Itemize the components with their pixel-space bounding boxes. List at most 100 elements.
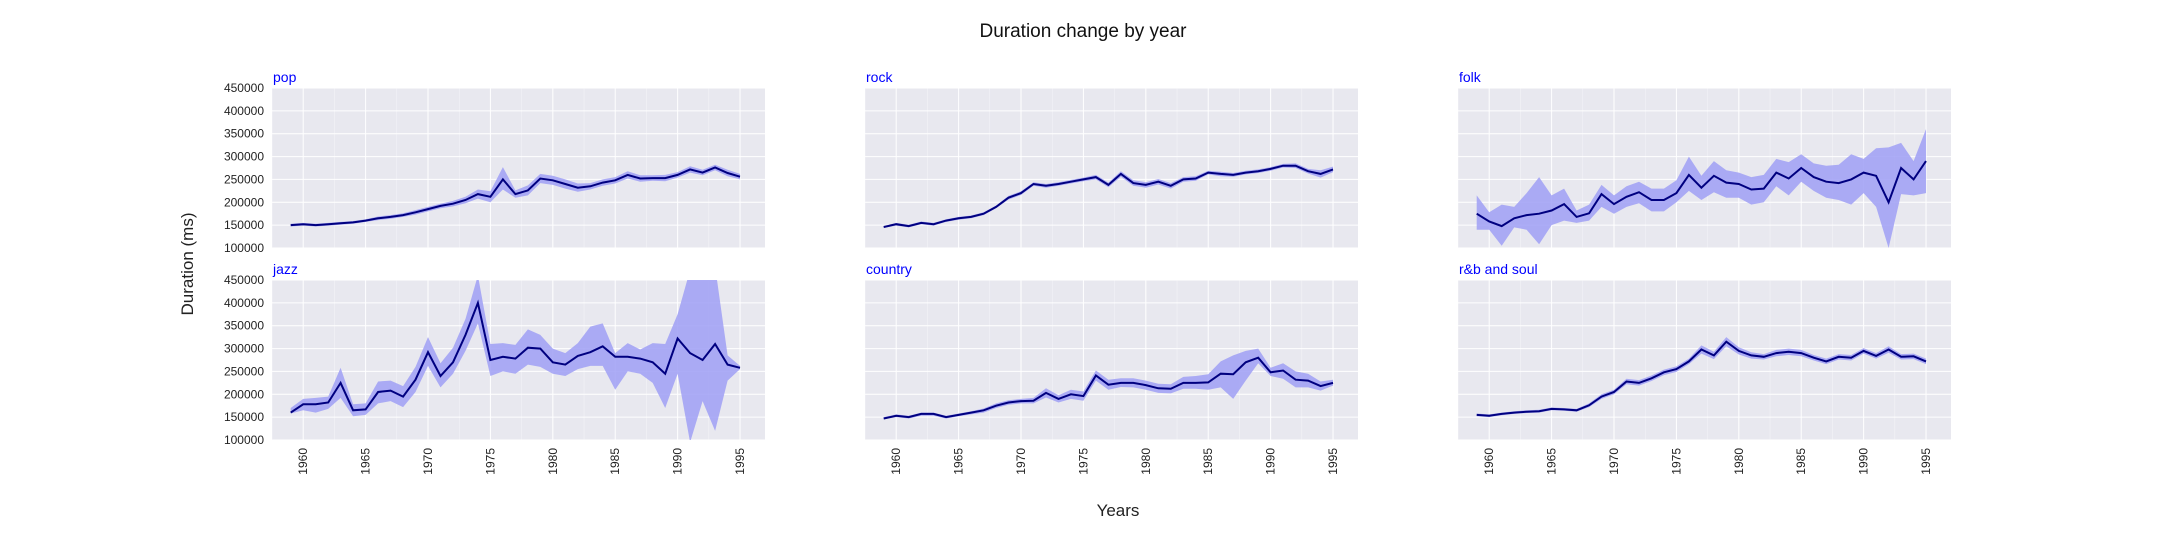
x-tick-label: 1975 (1669, 448, 1683, 475)
data-point (577, 187, 579, 189)
data-point (1900, 356, 1902, 358)
data-point (1295, 165, 1297, 167)
data-point (489, 196, 491, 198)
data-point (1182, 178, 1184, 180)
data-point (1913, 178, 1915, 180)
confidence-band (290, 280, 740, 440)
data-point (1195, 382, 1197, 384)
panel-title: pop (273, 69, 297, 85)
data-point (652, 177, 654, 179)
data-point (1538, 213, 1540, 215)
x-tick-label: 1965 (952, 448, 966, 475)
y-tick-label: 400000 (224, 104, 264, 118)
data-point (514, 358, 516, 360)
x-tick-label: 1995 (1919, 448, 1933, 475)
data-point (1307, 380, 1309, 382)
data-point (1513, 412, 1515, 414)
data-point (315, 403, 317, 405)
data-point (1488, 415, 1490, 417)
data-point (1257, 357, 1259, 359)
data-point (933, 413, 935, 415)
data-point (1688, 174, 1690, 176)
y-tick-label: 150000 (224, 410, 264, 424)
x-tick-label: 1960 (296, 448, 310, 475)
data-point (377, 217, 379, 219)
data-point (727, 172, 729, 174)
data-point (1576, 216, 1578, 218)
data-point (1488, 221, 1490, 223)
data-point (1563, 203, 1565, 205)
data-point (1145, 184, 1147, 186)
mean-line (883, 356, 1334, 420)
data-point (1675, 192, 1677, 194)
data-point (1513, 217, 1515, 219)
data-point (1713, 354, 1715, 356)
data-point (1813, 357, 1815, 359)
data-point (1008, 197, 1010, 199)
data-point (1651, 199, 1653, 201)
panel-r-b-and-soul: r&b and soul 1960 1965 1970 1975 1980 1985 1990… (1457, 261, 1951, 475)
y-tick-label: 200000 (224, 195, 264, 209)
data-point (1563, 408, 1565, 410)
data-point (614, 356, 616, 358)
data-point (1058, 183, 1060, 185)
data-point (702, 359, 704, 361)
data-point (390, 390, 392, 392)
data-point (1800, 167, 1802, 169)
data-point (1875, 175, 1877, 177)
data-point (1020, 192, 1022, 194)
data-point (527, 347, 529, 349)
data-point (1613, 203, 1615, 205)
data-point (514, 193, 516, 195)
data-point (1033, 183, 1035, 185)
data-point (958, 217, 960, 219)
data-point (1738, 350, 1740, 352)
panel-title: jazz (272, 261, 298, 277)
x-tick-label: 1975 (1076, 448, 1090, 475)
data-point (1245, 172, 1247, 174)
y-tick-label: 100000 (224, 241, 264, 255)
x-tick-label: 1995 (733, 448, 747, 475)
data-point (1095, 176, 1097, 178)
data-point (1551, 210, 1553, 212)
data-point (677, 338, 679, 340)
mean-line (290, 299, 741, 414)
data-point (1675, 368, 1677, 370)
data-point (1700, 349, 1702, 351)
data-point (1913, 355, 1915, 357)
chart-title: Duration change by year (979, 21, 1187, 42)
data-point (1157, 387, 1159, 389)
data-point (1207, 172, 1209, 174)
data-point (402, 396, 404, 398)
data-point (1825, 181, 1827, 183)
data-point (577, 355, 579, 357)
data-point (1145, 384, 1147, 386)
data-point (1725, 182, 1727, 184)
data-point (1170, 185, 1172, 187)
x-tick-label: 1990 (671, 448, 685, 475)
data-point (1107, 384, 1109, 386)
data-point (452, 361, 454, 363)
x-tick-label: 1985 (1201, 448, 1215, 475)
data-point (1775, 172, 1777, 174)
y-tick-label: 250000 (224, 172, 264, 186)
panel-country: country 1960 1965 1970 1975 1980 1985 1990 1995 (864, 261, 1358, 475)
data-point (1651, 377, 1653, 379)
data-point (1875, 355, 1877, 357)
data-point (1070, 393, 1072, 395)
data-point (1713, 175, 1715, 177)
data-point (958, 414, 960, 416)
data-point (1538, 410, 1540, 412)
data-point (920, 222, 922, 224)
y-tick-label: 200000 (224, 387, 264, 401)
data-point (452, 203, 454, 205)
data-point (1232, 373, 1234, 375)
x-tick-label: 1965 (359, 448, 373, 475)
data-point (1588, 212, 1590, 214)
x-tick-label: 1995 (1326, 448, 1340, 475)
data-point (564, 364, 566, 366)
data-point (1613, 391, 1615, 393)
data-point (477, 193, 479, 195)
data-point (1813, 176, 1815, 178)
data-point (1663, 199, 1665, 201)
